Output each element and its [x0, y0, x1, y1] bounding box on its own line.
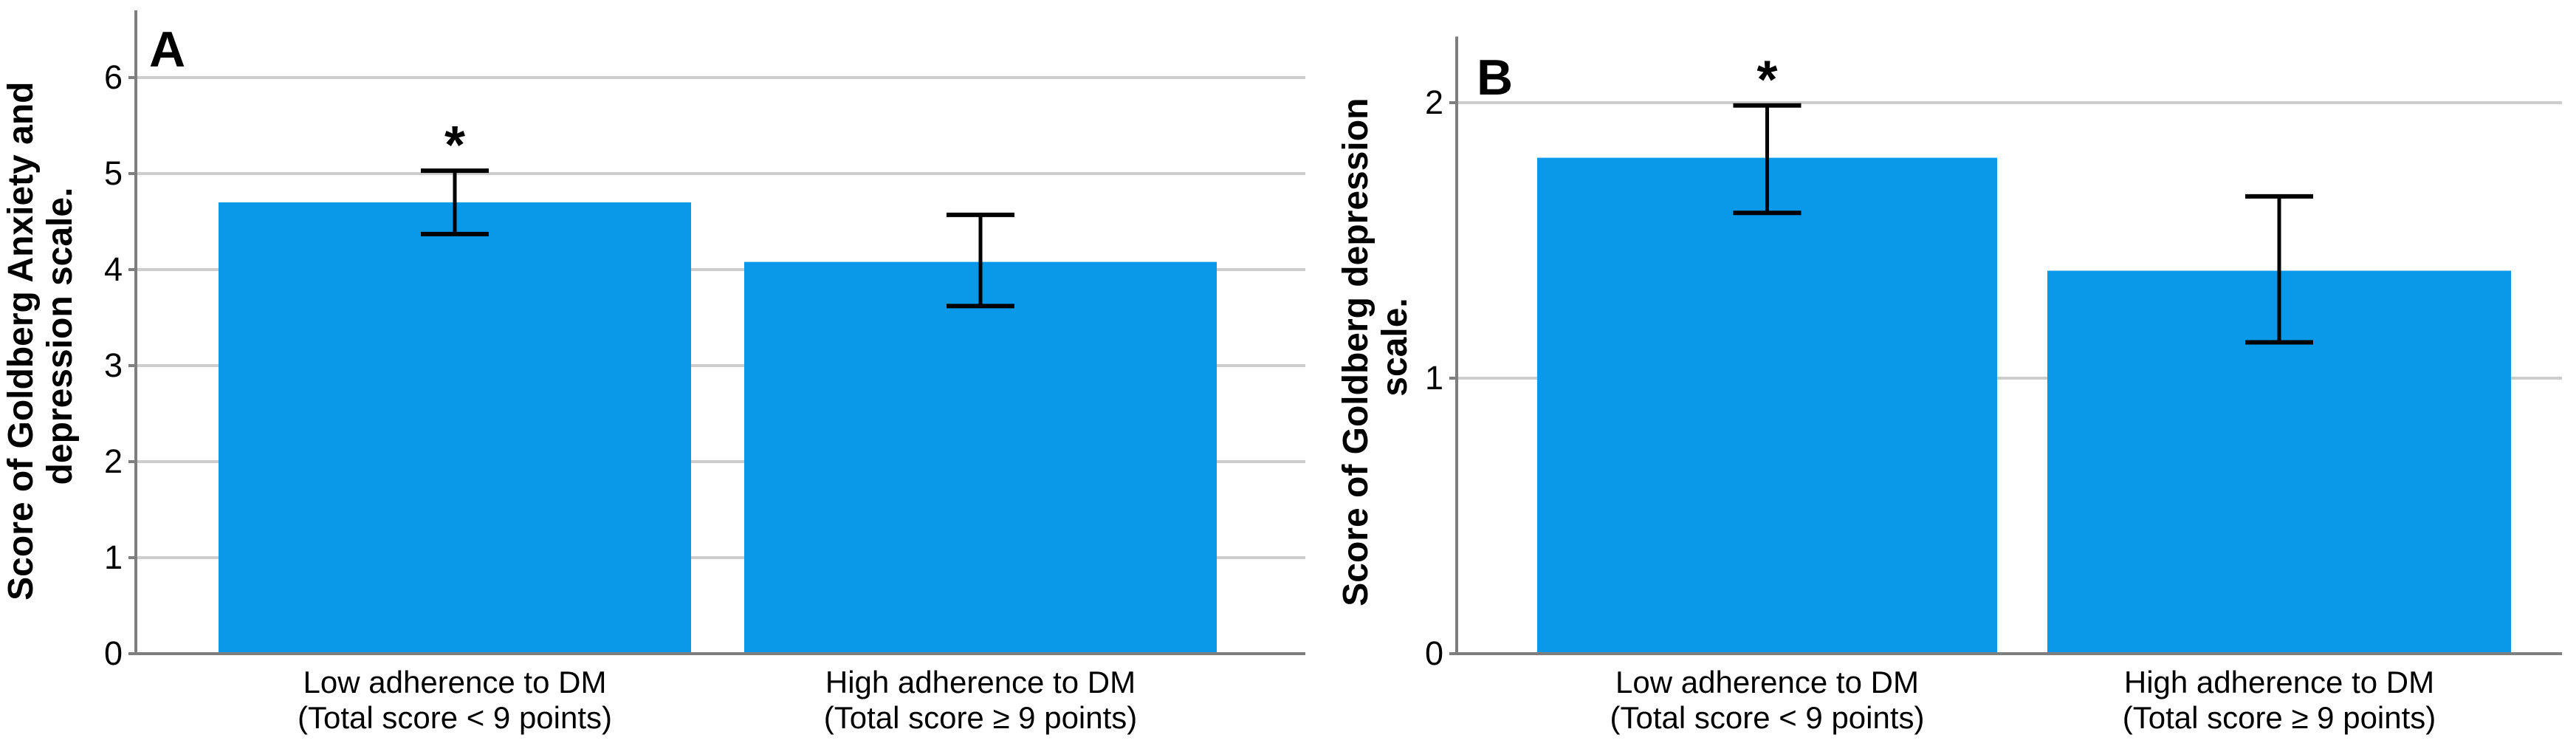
bar-high-adherence: [744, 261, 1217, 654]
panel-a-y-axis-title: Score of Goldberg Anxiety and depression…: [1, 72, 80, 600]
panel-a-letter: A: [149, 21, 185, 78]
x-category-label: High adherence to DM (Total score ≥ 9 poi…: [2123, 665, 2436, 735]
y-tick-label: 6: [104, 58, 123, 96]
panel-b: 0 1 2 * Low adherence to DM (Total score < 9 …: [1336, 36, 2562, 735]
bar-low-adherence: [219, 202, 691, 654]
panel-b-letter: B: [1477, 49, 1513, 106]
y-tick-label: 1: [104, 538, 123, 576]
y-tick-label: 2: [1425, 83, 1443, 121]
bar-low-adherence: [1537, 157, 1997, 654]
significance-asterisk: *: [1756, 51, 1777, 110]
y-tick-label: 0: [1425, 634, 1443, 672]
panel-a: 0 1 2 3 4 5 6 * Low adherence to DM (Total score …: [1, 10, 1305, 735]
panel-b-y-axis-title: Score of Goldberg depression scale.: [1336, 88, 1415, 606]
panel-a-plot-area: 0 1 2 3 4 5 6 * Low adherence to DM (Total score …: [104, 10, 1305, 735]
x-category-label: High adherence to DM (Total score ≥ 9 poi…: [824, 665, 1138, 735]
y-tick-label: 1: [1425, 359, 1443, 397]
x-category-label: Low adherence to DM (Total score < 9 poin…: [1610, 665, 1924, 735]
y-tick-label: 2: [104, 442, 123, 480]
y-tick-label: 5: [104, 154, 123, 192]
y-tick-label: 0: [104, 634, 123, 672]
significance-asterisk: *: [444, 116, 465, 175]
y-tick-label: 3: [104, 346, 123, 384]
y-tick-label: 4: [104, 250, 123, 288]
panel-b-plot-area: 0 1 2 * Low adherence to DM (Total score < 9 …: [1425, 36, 2562, 735]
x-category-label: Low adherence to DM (Total score < 9 poin…: [298, 665, 612, 735]
